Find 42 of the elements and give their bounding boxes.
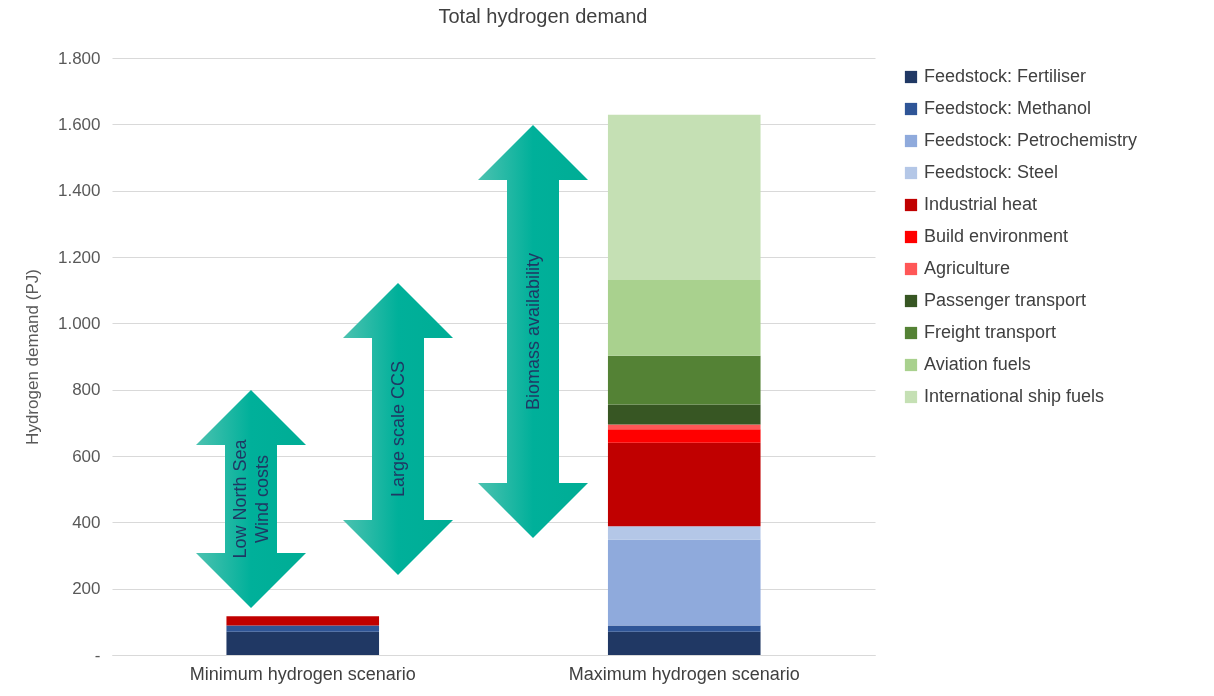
legend-label: Freight transport	[924, 322, 1057, 342]
annotation: Low North Sea Wind costs	[230, 438, 272, 559]
x-tick-label: Maximum hydrogen scenario	[568, 663, 800, 684]
bar	[607, 526, 761, 540]
y-tick-label: 800	[72, 380, 101, 400]
legend-label: Passenger transport	[924, 290, 1087, 310]
bar	[607, 625, 761, 632]
annotation: Biomass availability	[523, 252, 543, 411]
legend-label: International ship fuels	[924, 386, 1105, 406]
y-tick-label: 200	[72, 579, 101, 599]
legend-label: Agriculture	[924, 258, 1011, 278]
y-tick-label: 1.200	[57, 247, 101, 267]
y-tick-label: 400	[72, 512, 101, 532]
bar	[607, 424, 761, 430]
legend-label: Industrial heat	[924, 194, 1038, 214]
bar	[607, 631, 761, 655]
annotation: Large scale CCS	[388, 360, 408, 498]
legend-label: Feedstock: Methanol	[924, 98, 1092, 118]
y-tick-label: 1.600	[57, 114, 101, 134]
y-tick-label: -	[94, 645, 101, 665]
y-axis-title: Hydrogen demand (PJ)	[22, 269, 42, 445]
legend-label: Feedstock: Petrochemistry	[924, 130, 1138, 150]
y-tick-label: 1.800	[57, 48, 101, 68]
x-tick-label: Minimum hydrogen scenario	[189, 663, 416, 684]
y-tick-label: 600	[72, 446, 101, 466]
bar	[607, 114, 761, 280]
legend-label: Feedstock: Fertiliser	[924, 66, 1087, 86]
legend-label: Aviation fuels	[924, 354, 1031, 374]
bar	[226, 625, 380, 632]
bar	[607, 429, 761, 443]
bar	[607, 279, 761, 356]
bar	[226, 616, 380, 626]
bar	[607, 355, 761, 405]
legend-label: Build environment	[924, 226, 1069, 246]
y-tick-label: 1.400	[57, 181, 101, 201]
chart-title: Total hydrogen demand	[438, 5, 648, 27]
bar	[607, 442, 761, 527]
y-tick-label: 1.000	[57, 313, 101, 333]
bar	[226, 631, 380, 655]
bar	[607, 539, 761, 626]
legend-label: Feedstock: Steel	[924, 162, 1059, 182]
bar	[607, 404, 761, 425]
